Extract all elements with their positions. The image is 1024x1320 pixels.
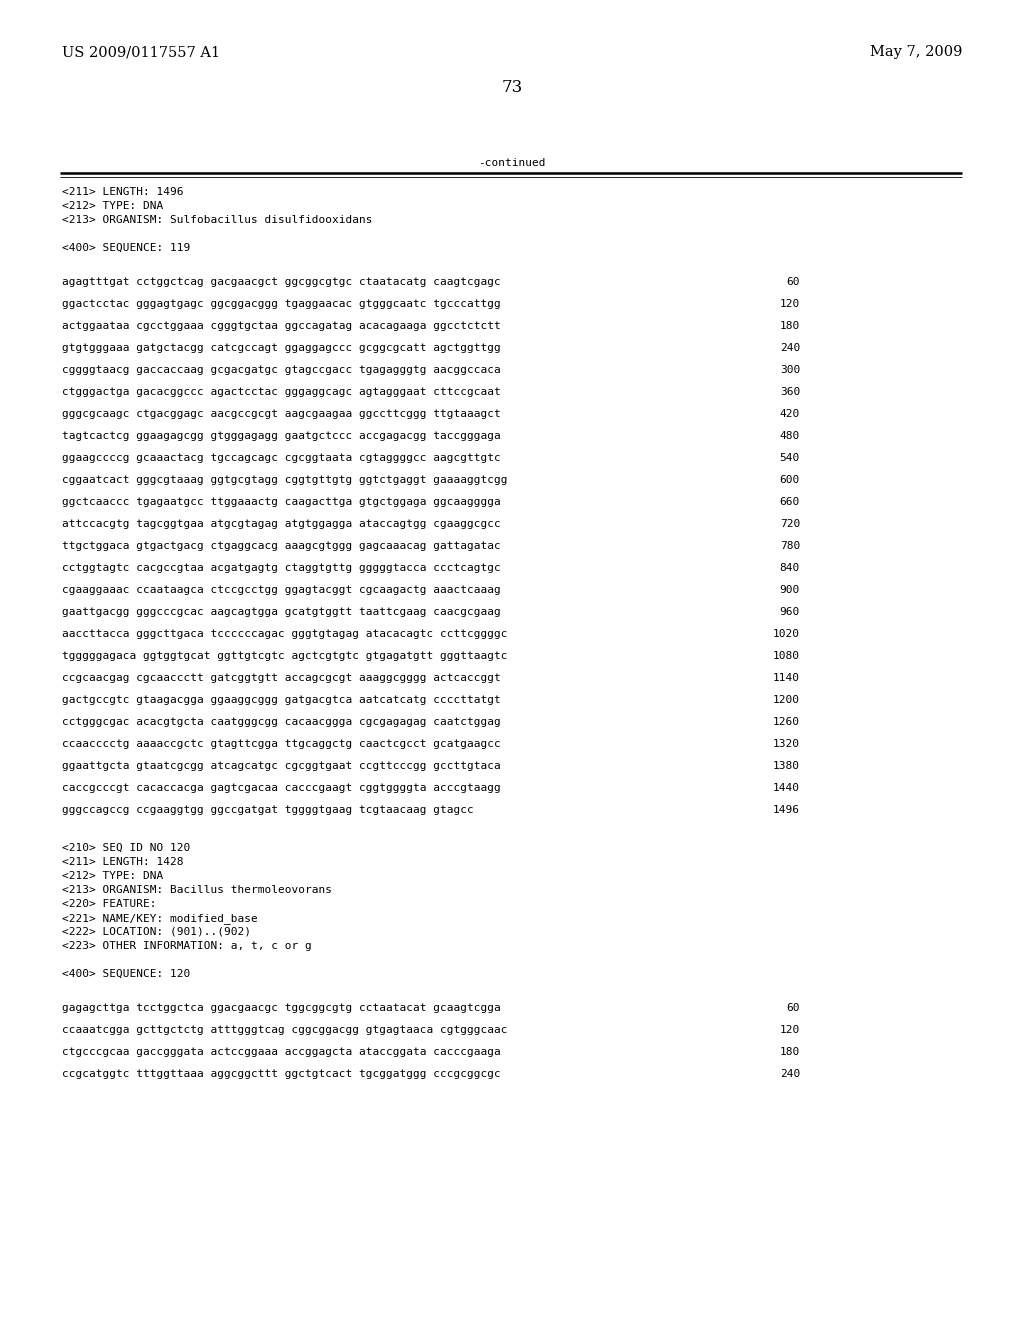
Text: gactgccgtc gtaagacgga ggaaggcggg gatgacgtca aatcatcatg ccccttatgt: gactgccgtc gtaagacgga ggaaggcggg gatgacg… xyxy=(62,696,501,705)
Text: 480: 480 xyxy=(779,432,800,441)
Text: ggaattgcta gtaatcgcgg atcagcatgc cgcggtgaat ccgttcccgg gccttgtaca: ggaattgcta gtaatcgcgg atcagcatgc cgcggtg… xyxy=(62,762,501,771)
Text: 60: 60 xyxy=(786,277,800,286)
Text: 360: 360 xyxy=(779,387,800,397)
Text: 120: 120 xyxy=(779,300,800,309)
Text: ccaaatcgga gcttgctctg atttgggtcag cggcggacgg gtgagtaaca cgtgggcaac: ccaaatcgga gcttgctctg atttgggtcag cggcgg… xyxy=(62,1026,508,1035)
Text: 660: 660 xyxy=(779,498,800,507)
Text: ctgcccgcaa gaccgggata actccggaaa accggagcta ataccggata cacccgaaga: ctgcccgcaa gaccgggata actccggaaa accggag… xyxy=(62,1047,501,1057)
Text: cggggtaacg gaccaccaag gcgacgatgc gtagccgacc tgagagggtg aacggccaca: cggggtaacg gaccaccaag gcgacgatgc gtagccg… xyxy=(62,366,501,375)
Text: 1496: 1496 xyxy=(773,805,800,814)
Text: ggaagccccg gcaaactacg tgccagcagc cgcggtaata cgtaggggcc aagcgttgtc: ggaagccccg gcaaactacg tgccagcagc cgcggta… xyxy=(62,453,501,463)
Text: 1020: 1020 xyxy=(773,630,800,639)
Text: <220> FEATURE:: <220> FEATURE: xyxy=(62,899,157,909)
Text: 960: 960 xyxy=(779,607,800,616)
Text: <210> SEQ ID NO 120: <210> SEQ ID NO 120 xyxy=(62,843,190,853)
Text: 1260: 1260 xyxy=(773,717,800,727)
Text: 180: 180 xyxy=(779,1047,800,1057)
Text: cggaatcact gggcgtaaag ggtgcgtagg cggtgttgtg ggtctgaggt gaaaaggtcgg: cggaatcact gggcgtaaag ggtgcgtagg cggtgtt… xyxy=(62,475,508,484)
Text: gtgtgggaaa gatgctacgg catcgccagt ggaggagccc gcggcgcatt agctggttgg: gtgtgggaaa gatgctacgg catcgccagt ggaggag… xyxy=(62,343,501,352)
Text: -continued: -continued xyxy=(478,158,546,168)
Text: <212> TYPE: DNA: <212> TYPE: DNA xyxy=(62,201,163,211)
Text: tgggggagaca ggtggtgcat ggttgtcgtc agctcgtgtc gtgagatgtt gggttaagtc: tgggggagaca ggtggtgcat ggttgtcgtc agctcg… xyxy=(62,651,508,661)
Text: actggaataa cgcctggaaa cgggtgctaa ggccagatag acacagaaga ggcctctctt: actggaataa cgcctggaaa cgggtgctaa ggccaga… xyxy=(62,321,501,331)
Text: 180: 180 xyxy=(779,321,800,331)
Text: 240: 240 xyxy=(779,343,800,352)
Text: <400> SEQUENCE: 120: <400> SEQUENCE: 120 xyxy=(62,969,190,979)
Text: 600: 600 xyxy=(779,475,800,484)
Text: <221> NAME/KEY: modified_base: <221> NAME/KEY: modified_base xyxy=(62,913,258,924)
Text: attccacgtg tagcggtgaa atgcgtagag atgtggagga ataccagtgg cgaaggcgcc: attccacgtg tagcggtgaa atgcgtagag atgtgga… xyxy=(62,519,501,529)
Text: cctggtagtc cacgccgtaa acgatgagtg ctaggtgttg gggggtacca ccctcagtgc: cctggtagtc cacgccgtaa acgatgagtg ctaggtg… xyxy=(62,564,501,573)
Text: ccaacccctg aaaaccgctc gtagttcgga ttgcaggctg caactcgcct gcatgaagcc: ccaacccctg aaaaccgctc gtagttcgga ttgcagg… xyxy=(62,739,501,748)
Text: <213> ORGANISM: Sulfobacillus disulfidooxidans: <213> ORGANISM: Sulfobacillus disulfidoo… xyxy=(62,215,373,224)
Text: ggactcctac gggagtgagc ggcggacggg tgaggaacac gtgggcaatc tgcccattgg: ggactcctac gggagtgagc ggcggacggg tgaggaa… xyxy=(62,300,501,309)
Text: 240: 240 xyxy=(779,1069,800,1078)
Text: 540: 540 xyxy=(779,453,800,463)
Text: 900: 900 xyxy=(779,585,800,595)
Text: 60: 60 xyxy=(786,1003,800,1012)
Text: cctgggcgac acacgtgcta caatgggcgg cacaacggga cgcgagagag caatctggag: cctgggcgac acacgtgcta caatgggcgg cacaacg… xyxy=(62,717,501,727)
Text: 420: 420 xyxy=(779,409,800,418)
Text: ccgcatggtc tttggttaaa aggcggcttt ggctgtcact tgcggatggg cccgcggcgc: ccgcatggtc tttggttaaa aggcggcttt ggctgtc… xyxy=(62,1069,501,1078)
Text: cgaaggaaac ccaataagca ctccgcctgg ggagtacggt cgcaagactg aaactcaaag: cgaaggaaac ccaataagca ctccgcctgg ggagtac… xyxy=(62,585,501,595)
Text: <213> ORGANISM: Bacillus thermoleovorans: <213> ORGANISM: Bacillus thermoleovorans xyxy=(62,884,332,895)
Text: aaccttacca gggcttgaca tccccccagac gggtgtagag atacacagtc ccttcggggc: aaccttacca gggcttgaca tccccccagac gggtgt… xyxy=(62,630,508,639)
Text: <222> LOCATION: (901)..(902): <222> LOCATION: (901)..(902) xyxy=(62,927,251,937)
Text: 120: 120 xyxy=(779,1026,800,1035)
Text: <211> LENGTH: 1496: <211> LENGTH: 1496 xyxy=(62,187,183,197)
Text: ggctcaaccc tgagaatgcc ttggaaactg caagacttga gtgctggaga ggcaagggga: ggctcaaccc tgagaatgcc ttggaaactg caagact… xyxy=(62,498,501,507)
Text: gaattgacgg gggcccgcac aagcagtgga gcatgtggtt taattcgaag caacgcgaag: gaattgacgg gggcccgcac aagcagtgga gcatgtg… xyxy=(62,607,501,616)
Text: caccgcccgt cacaccacga gagtcgacaa cacccgaagt cggtggggta acccgtaagg: caccgcccgt cacaccacga gagtcgacaa cacccga… xyxy=(62,783,501,793)
Text: 840: 840 xyxy=(779,564,800,573)
Text: 1200: 1200 xyxy=(773,696,800,705)
Text: ccgcaacgag cgcaaccctt gatcggtgtt accagcgcgt aaaggcgggg actcaccggt: ccgcaacgag cgcaaccctt gatcggtgtt accagcg… xyxy=(62,673,501,682)
Text: 1380: 1380 xyxy=(773,762,800,771)
Text: 73: 73 xyxy=(502,79,522,96)
Text: ttgctggaca gtgactgacg ctgaggcacg aaagcgtggg gagcaaacag gattagatac: ttgctggaca gtgactgacg ctgaggcacg aaagcgt… xyxy=(62,541,501,550)
Text: US 2009/0117557 A1: US 2009/0117557 A1 xyxy=(62,45,220,59)
Text: <400> SEQUENCE: 119: <400> SEQUENCE: 119 xyxy=(62,243,190,253)
Text: 300: 300 xyxy=(779,366,800,375)
Text: 1080: 1080 xyxy=(773,651,800,661)
Text: tagtcactcg ggaagagcgg gtgggagagg gaatgctccc accgagacgg taccgggaga: tagtcactcg ggaagagcgg gtgggagagg gaatgct… xyxy=(62,432,501,441)
Text: <212> TYPE: DNA: <212> TYPE: DNA xyxy=(62,871,163,880)
Text: 1140: 1140 xyxy=(773,673,800,682)
Text: agagtttgat cctggctcag gacgaacgct ggcggcgtgc ctaatacatg caagtcgagc: agagtttgat cctggctcag gacgaacgct ggcggcg… xyxy=(62,277,501,286)
Text: <211> LENGTH: 1428: <211> LENGTH: 1428 xyxy=(62,857,183,867)
Text: 720: 720 xyxy=(779,519,800,529)
Text: ctgggactga gacacggccc agactcctac gggaggcagc agtagggaat cttccgcaat: ctgggactga gacacggccc agactcctac gggaggc… xyxy=(62,387,501,397)
Text: gagagcttga tcctggctca ggacgaacgc tggcggcgtg cctaatacat gcaagtcgga: gagagcttga tcctggctca ggacgaacgc tggcggc… xyxy=(62,1003,501,1012)
Text: 1320: 1320 xyxy=(773,739,800,748)
Text: 1440: 1440 xyxy=(773,783,800,793)
Text: May 7, 2009: May 7, 2009 xyxy=(869,45,962,59)
Text: 780: 780 xyxy=(779,541,800,550)
Text: gggcgcaagc ctgacggagc aacgccgcgt aagcgaagaa ggccttcggg ttgtaaagct: gggcgcaagc ctgacggagc aacgccgcgt aagcgaa… xyxy=(62,409,501,418)
Text: <223> OTHER INFORMATION: a, t, c or g: <223> OTHER INFORMATION: a, t, c or g xyxy=(62,941,311,950)
Text: gggccagccg ccgaaggtgg ggccgatgat tggggtgaag tcgtaacaag gtagcc: gggccagccg ccgaaggtgg ggccgatgat tggggtg… xyxy=(62,805,474,814)
